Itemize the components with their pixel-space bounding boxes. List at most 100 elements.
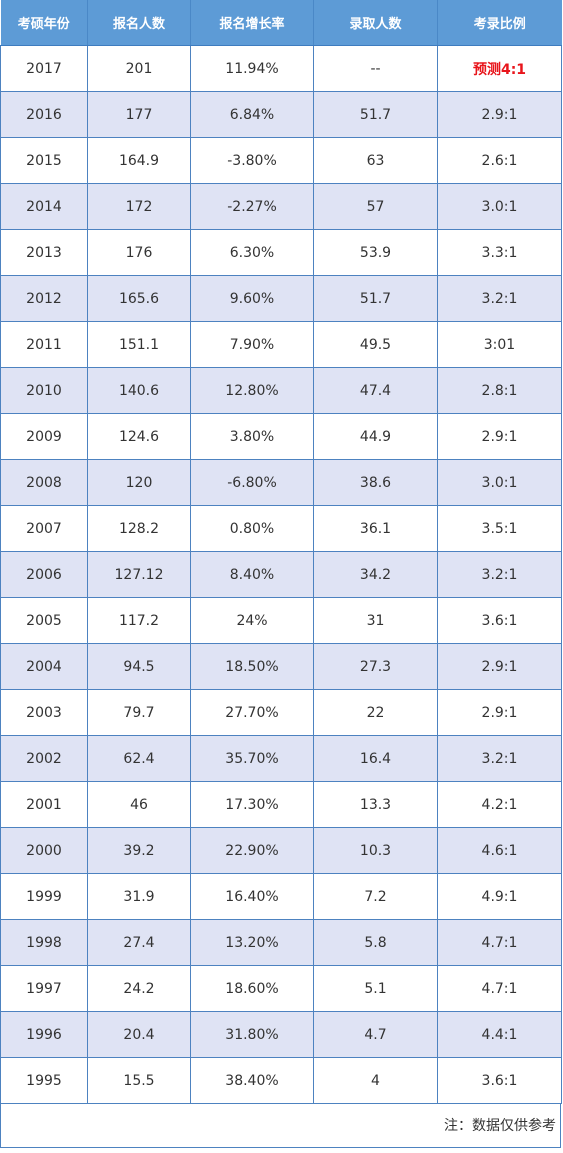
header-growth-rate: 报名增长率 — [190, 0, 314, 46]
cell-year: 1998 — [0, 919, 88, 966]
cell-admitted: 51.7 — [313, 91, 438, 138]
table-row: 2006 127.12 8.40% 34.2 3.2:1 — [0, 551, 562, 598]
table-header: 考硕年份 报名人数 报名增长率 录取人数 考录比例 — [0, 0, 562, 46]
cell-admitted: 53.9 — [313, 229, 438, 276]
cell-applicants: 127.12 — [87, 551, 191, 598]
cell-growth-rate: 22.90% — [190, 827, 314, 874]
table-row: 1996 20.4 31.80% 4.7 4.4:1 — [0, 1011, 562, 1058]
table-row: 1997 24.2 18.60% 5.1 4.7:1 — [0, 965, 562, 1012]
table-row: 2012 165.6 9.60% 51.7 3.2:1 — [0, 275, 562, 322]
cell-year: 2014 — [0, 183, 88, 230]
cell-applicants: 27.4 — [87, 919, 191, 966]
cell-growth-rate: 0.80% — [190, 505, 314, 552]
cell-year: 2011 — [0, 321, 88, 368]
footnote: 注：数据仅供参考 — [0, 1104, 561, 1148]
table-row: 2014 172 -2.27% 57 3.0:1 — [0, 183, 562, 230]
cell-ratio: 3.0:1 — [437, 459, 562, 506]
cell-applicants: 172 — [87, 183, 191, 230]
cell-admitted: 7.2 — [313, 873, 438, 920]
cell-growth-rate: 24% — [190, 597, 314, 644]
cell-ratio: 3.5:1 — [437, 505, 562, 552]
cell-admitted: 27.3 — [313, 643, 438, 690]
table-row: 2007 128.2 0.80% 36.1 3.5:1 — [0, 505, 562, 552]
header-year: 考硕年份 — [0, 0, 88, 46]
cell-year: 2001 — [0, 781, 88, 828]
cell-growth-rate: 7.90% — [190, 321, 314, 368]
cell-ratio: 3.3:1 — [437, 229, 562, 276]
cell-admitted: -- — [313, 45, 438, 92]
cell-year: 2010 — [0, 367, 88, 414]
cell-growth-rate: 18.50% — [190, 643, 314, 690]
cell-applicants: 39.2 — [87, 827, 191, 874]
cell-growth-rate: -2.27% — [190, 183, 314, 230]
cell-applicants: 201 — [87, 45, 191, 92]
cell-year: 1995 — [0, 1057, 88, 1104]
cell-ratio: 2.8:1 — [437, 367, 562, 414]
cell-growth-rate: 13.20% — [190, 919, 314, 966]
cell-growth-rate: -6.80% — [190, 459, 314, 506]
table-row: 2008 120 -6.80% 38.6 3.0:1 — [0, 459, 562, 506]
cell-year: 2017 — [0, 45, 88, 92]
cell-applicants: 151.1 — [87, 321, 191, 368]
cell-year: 2006 — [0, 551, 88, 598]
table-row: 1998 27.4 13.20% 5.8 4.7:1 — [0, 919, 562, 966]
cell-ratio: 4.4:1 — [437, 1011, 562, 1058]
cell-admitted: 13.3 — [313, 781, 438, 828]
cell-applicants: 15.5 — [87, 1057, 191, 1104]
cell-admitted: 57 — [313, 183, 438, 230]
cell-admitted: 36.1 — [313, 505, 438, 552]
table-row: 2001 46 17.30% 13.3 4.2:1 — [0, 781, 562, 828]
table-row: 2009 124.6 3.80% 44.9 2.9:1 — [0, 413, 562, 460]
cell-applicants: 164.9 — [87, 137, 191, 184]
cell-admitted: 47.4 — [313, 367, 438, 414]
cell-growth-rate: 17.30% — [190, 781, 314, 828]
cell-ratio: 2.9:1 — [437, 91, 562, 138]
cell-applicants: 79.7 — [87, 689, 191, 736]
cell-year: 2008 — [0, 459, 88, 506]
cell-ratio: 3.6:1 — [437, 1057, 562, 1104]
cell-ratio: 2.9:1 — [437, 689, 562, 736]
cell-applicants: 177 — [87, 91, 191, 138]
cell-growth-rate: -3.80% — [190, 137, 314, 184]
cell-admitted: 31 — [313, 597, 438, 644]
cell-applicants: 46 — [87, 781, 191, 828]
table-row: 2015 164.9 -3.80% 63 2.6:1 — [0, 137, 562, 184]
cell-admitted: 5.8 — [313, 919, 438, 966]
cell-ratio: 4.7:1 — [437, 965, 562, 1012]
table-row: 1995 15.5 38.40% 4 3.6:1 — [0, 1057, 562, 1104]
cell-ratio: 3.0:1 — [437, 183, 562, 230]
table-row: 2002 62.4 35.70% 16.4 3.2:1 — [0, 735, 562, 782]
cell-admitted: 49.5 — [313, 321, 438, 368]
header-ratio: 考录比例 — [437, 0, 562, 46]
header-applicants: 报名人数 — [87, 0, 191, 46]
cell-ratio: 4.9:1 — [437, 873, 562, 920]
cell-applicants: 176 — [87, 229, 191, 276]
cell-admitted: 34.2 — [313, 551, 438, 598]
cell-applicants: 62.4 — [87, 735, 191, 782]
cell-growth-rate: 9.60% — [190, 275, 314, 322]
cell-year: 1996 — [0, 1011, 88, 1058]
cell-applicants: 165.6 — [87, 275, 191, 322]
cell-ratio: 3.6:1 — [437, 597, 562, 644]
cell-ratio-forecast: 预测4:1 — [437, 45, 562, 92]
table-row: 2010 140.6 12.80% 47.4 2.8:1 — [0, 367, 562, 414]
cell-year: 1999 — [0, 873, 88, 920]
cell-applicants: 24.2 — [87, 965, 191, 1012]
cell-admitted: 38.6 — [313, 459, 438, 506]
cell-growth-rate: 11.94% — [190, 45, 314, 92]
cell-year: 2004 — [0, 643, 88, 690]
cell-applicants: 124.6 — [87, 413, 191, 460]
admission-stats-table: 考硕年份 报名人数 报名增长率 录取人数 考录比例 2017 201 11.94% -… — [0, 0, 562, 1104]
table-body: 2017 201 11.94% -- 预测4:1 2016 177 6.84% 51.7 2.9:… — [0, 45, 562, 1104]
cell-admitted: 22 — [313, 689, 438, 736]
cell-year: 2005 — [0, 597, 88, 644]
table-row: 2011 151.1 7.90% 49.5 3:01 — [0, 321, 562, 368]
cell-admitted: 5.1 — [313, 965, 438, 1012]
cell-ratio: 3.2:1 — [437, 551, 562, 598]
header-row: 考硕年份 报名人数 报名增长率 录取人数 考录比例 — [0, 0, 562, 46]
cell-ratio: 4.7:1 — [437, 919, 562, 966]
cell-admitted: 16.4 — [313, 735, 438, 782]
cell-growth-rate: 8.40% — [190, 551, 314, 598]
cell-admitted: 4 — [313, 1057, 438, 1104]
cell-year: 2002 — [0, 735, 88, 782]
